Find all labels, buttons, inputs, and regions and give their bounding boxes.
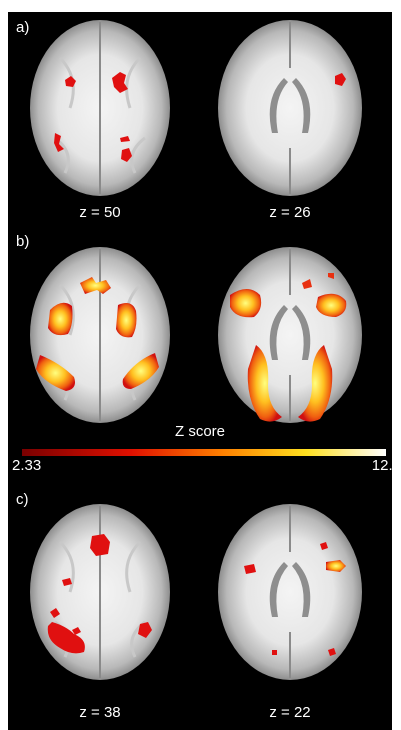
brain-slice (218, 247, 362, 423)
colorbar-min: 2.33 (12, 457, 41, 474)
slice-label: z = 22 (269, 704, 310, 721)
figure: a) z = 50 z = 26 b) Z score 2.33 12.8 c) (0, 0, 401, 730)
colorbar-title: Z score (175, 423, 225, 440)
brain-slice (218, 20, 362, 196)
colorbar-max: 12.8 (372, 457, 401, 474)
panel-label: b) (16, 233, 29, 250)
slice-label: z = 38 (79, 704, 120, 721)
panel-label: a) (16, 19, 29, 36)
brain-slice (218, 504, 362, 680)
brain-slice (30, 20, 170, 196)
slice-label: z = 26 (269, 204, 310, 221)
slice-label: z = 50 (79, 204, 120, 221)
page: a) z = 50 z = 26 b) Z score 2.33 12.8 c) (0, 0, 401, 730)
brain-slice (30, 247, 170, 423)
panel-label: c) (16, 491, 29, 508)
brain-slice (30, 504, 170, 680)
colorbar (22, 449, 386, 456)
